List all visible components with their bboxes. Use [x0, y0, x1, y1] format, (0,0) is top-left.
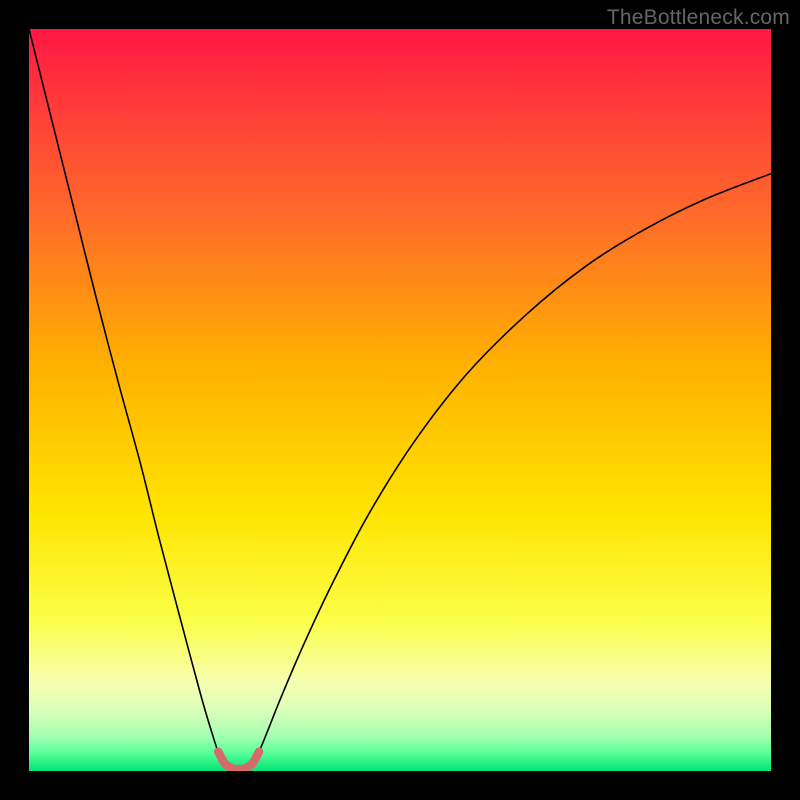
bottleneck-chart: TheBottleneck.com	[0, 0, 800, 800]
chart-svg	[0, 0, 800, 800]
watermark-text: TheBottleneck.com	[607, 6, 790, 30]
chart-plot-background	[29, 29, 771, 771]
